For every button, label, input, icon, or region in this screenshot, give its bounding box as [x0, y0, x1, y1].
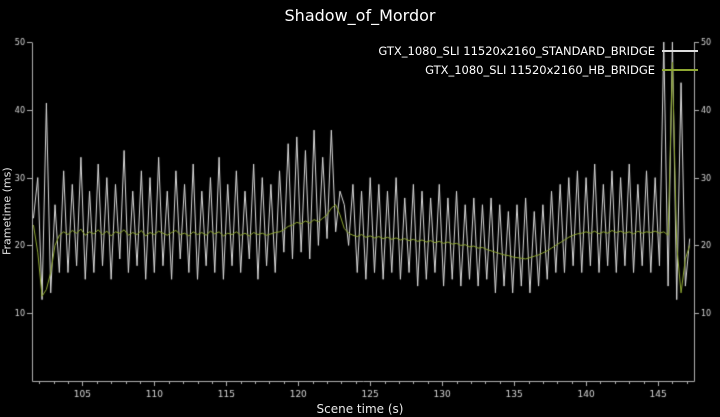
chart-title: Shadow_of_Mordor — [284, 6, 436, 25]
legend-label-standard-bridge: GTX_1080_SLI 11520x2160_STANDARD_BRIDGE — [378, 44, 655, 58]
x-axis-label: Scene time (s) — [316, 402, 404, 416]
legend: GTX_1080_SLI 11520x2160_STANDARD_BRIDGE … — [378, 44, 698, 77]
y-axis-label: Frametime (ms) — [0, 167, 14, 256]
legend-line-hb-bridge — [662, 69, 698, 71]
legend-label-hb-bridge: GTX_1080_SLI 11520x2160_HB_BRIDGE — [425, 63, 655, 77]
legend-item-standard-bridge: GTX_1080_SLI 11520x2160_STANDARD_BRIDGE — [378, 44, 698, 58]
legend-line-standard-bridge — [662, 50, 698, 52]
legend-item-hb-bridge: GTX_1080_SLI 11520x2160_HB_BRIDGE — [425, 63, 698, 77]
